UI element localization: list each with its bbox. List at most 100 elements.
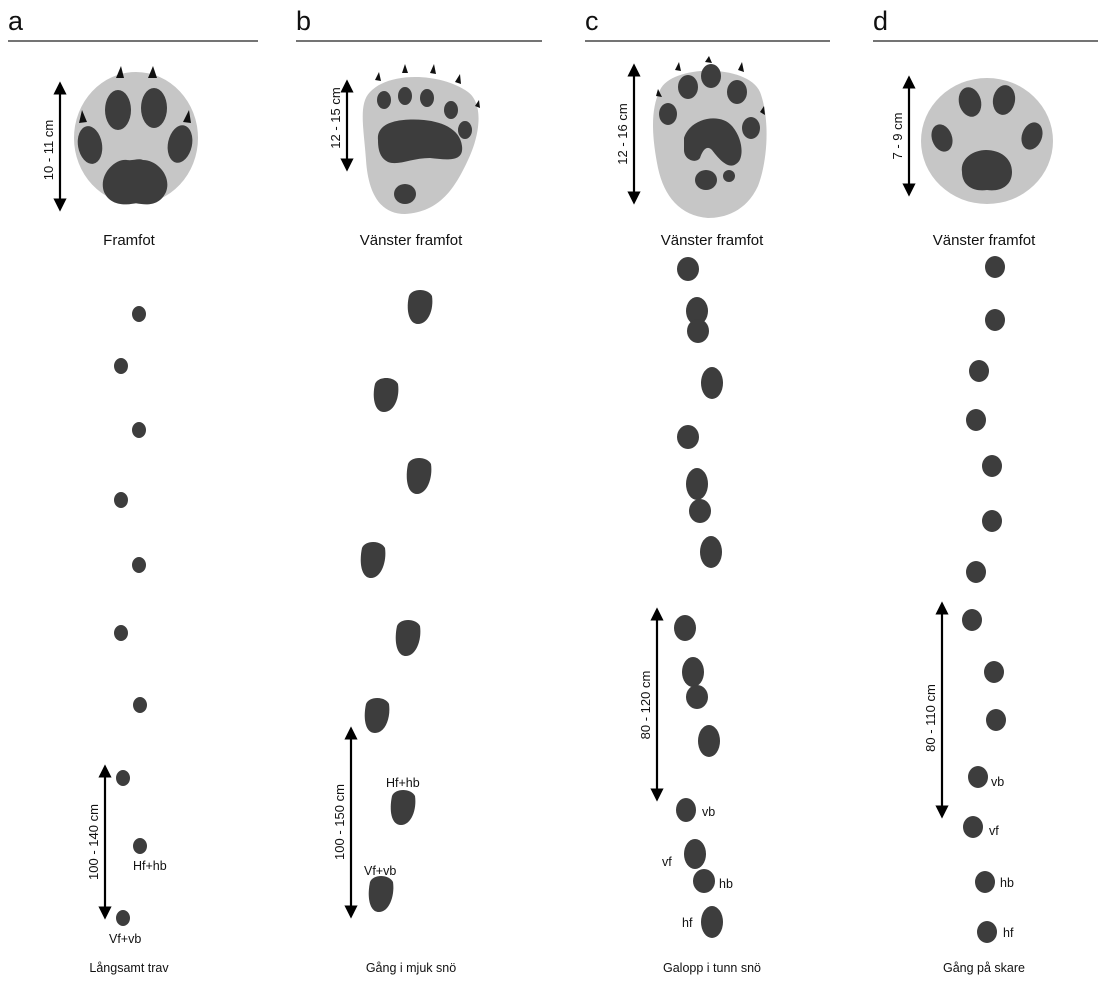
panel-a-trail	[114, 306, 147, 926]
track-print	[395, 620, 421, 656]
heel-pad	[723, 170, 735, 182]
heel-pad	[394, 184, 416, 204]
toe-pad	[77, 126, 103, 164]
palm-pad	[377, 119, 463, 164]
stride-label: 100 - 150 cm	[332, 784, 347, 860]
panel-b-paw-print	[362, 64, 480, 214]
toe-pad	[992, 85, 1016, 115]
toe-pad	[167, 125, 193, 163]
paw-length-label: 7 - 9 cm	[890, 113, 905, 160]
toe-pad	[701, 64, 721, 88]
track-print	[686, 468, 708, 500]
print-label: hb	[1000, 876, 1014, 890]
stride-label: 80 - 110 cm	[923, 684, 938, 752]
track-print	[116, 910, 130, 926]
panel-c-paw-print	[653, 56, 767, 218]
track-print	[406, 458, 432, 494]
print-label: Vf+vb	[109, 932, 141, 946]
track-print	[114, 492, 128, 508]
track-print	[701, 906, 723, 938]
track-print	[133, 697, 147, 713]
heel-pad	[695, 170, 717, 190]
track-print	[684, 839, 706, 869]
toe-pad	[141, 88, 167, 128]
track-print	[689, 499, 711, 523]
toe-pad	[678, 75, 698, 99]
panel-b-trail	[360, 290, 433, 912]
print-label: vf	[662, 855, 672, 869]
print-label: Hf+hb	[386, 776, 420, 790]
track-print	[364, 698, 390, 733]
panel-d-letter: d	[873, 6, 888, 36]
stride-label: 80 - 120 cm	[638, 671, 653, 740]
print-label: vf	[989, 824, 999, 838]
panel-a-gait: Långsamt trav	[89, 961, 169, 975]
track-print	[984, 661, 1004, 683]
print-label: vb	[991, 775, 1004, 789]
stride-label: 100 - 140 cm	[86, 804, 101, 880]
paw-length-label: 10 - 11 cm	[41, 120, 56, 180]
toe-pad	[458, 121, 472, 139]
track-print	[693, 869, 715, 893]
print-label: hf	[1003, 926, 1014, 940]
track-print	[674, 615, 696, 641]
paw-outline	[74, 72, 198, 204]
track-print	[687, 319, 709, 343]
track-print	[963, 816, 983, 838]
toe-pad	[105, 90, 131, 130]
track-print	[985, 256, 1005, 278]
panel-d-caption: Vänster framfot	[933, 232, 1036, 249]
claw-mark	[656, 89, 662, 97]
panel-c-letter: c	[585, 6, 599, 36]
claw-mark	[375, 72, 381, 81]
track-print	[968, 766, 988, 788]
track-print	[986, 709, 1006, 731]
paw-length-label: 12 - 15 cm	[328, 87, 343, 148]
claw-mark	[760, 106, 765, 115]
claw-mark	[430, 64, 436, 74]
toe-pad	[727, 80, 747, 104]
panel-c-trail	[674, 257, 723, 938]
track-print	[975, 871, 995, 893]
toe-pad	[420, 89, 434, 107]
track-print	[982, 510, 1002, 532]
panel-d-paw-print	[921, 78, 1053, 204]
print-label: hb	[719, 877, 733, 891]
track-print	[962, 609, 982, 631]
track-print	[133, 838, 147, 854]
track-print	[114, 625, 128, 641]
panel-a-letter: a	[8, 6, 24, 36]
claw-mark	[402, 64, 408, 73]
paw-length-label: 12 - 16 cm	[615, 103, 630, 164]
track-print	[132, 422, 146, 438]
track-print	[682, 657, 704, 687]
claw-mark	[116, 66, 124, 78]
toe-pad	[398, 87, 412, 105]
track-print	[407, 290, 433, 324]
track-print	[982, 455, 1002, 477]
track-print	[132, 306, 146, 322]
toe-pad	[742, 117, 760, 139]
print-label: vb	[702, 805, 715, 819]
panel-c-caption: Vänster framfot	[661, 232, 764, 249]
heel-pad	[102, 159, 168, 205]
heel-pad	[961, 150, 1012, 191]
toe-pad	[958, 87, 982, 117]
panel-b: b 12 - 15 cm Vänster framfot	[296, 6, 542, 975]
track-print	[132, 557, 146, 573]
track-print	[677, 257, 699, 281]
track-print	[360, 542, 386, 578]
claw-mark	[183, 110, 191, 123]
claw-mark	[148, 66, 157, 78]
claw-mark	[79, 110, 87, 123]
toe-pad	[659, 103, 677, 125]
track-print	[368, 876, 394, 912]
claw-mark	[455, 74, 461, 84]
print-label: hf	[682, 916, 693, 930]
claw-mark	[705, 56, 712, 63]
toe-pad	[377, 91, 391, 109]
track-print	[966, 409, 986, 431]
toe-pad	[444, 101, 458, 119]
track-print	[686, 297, 708, 325]
